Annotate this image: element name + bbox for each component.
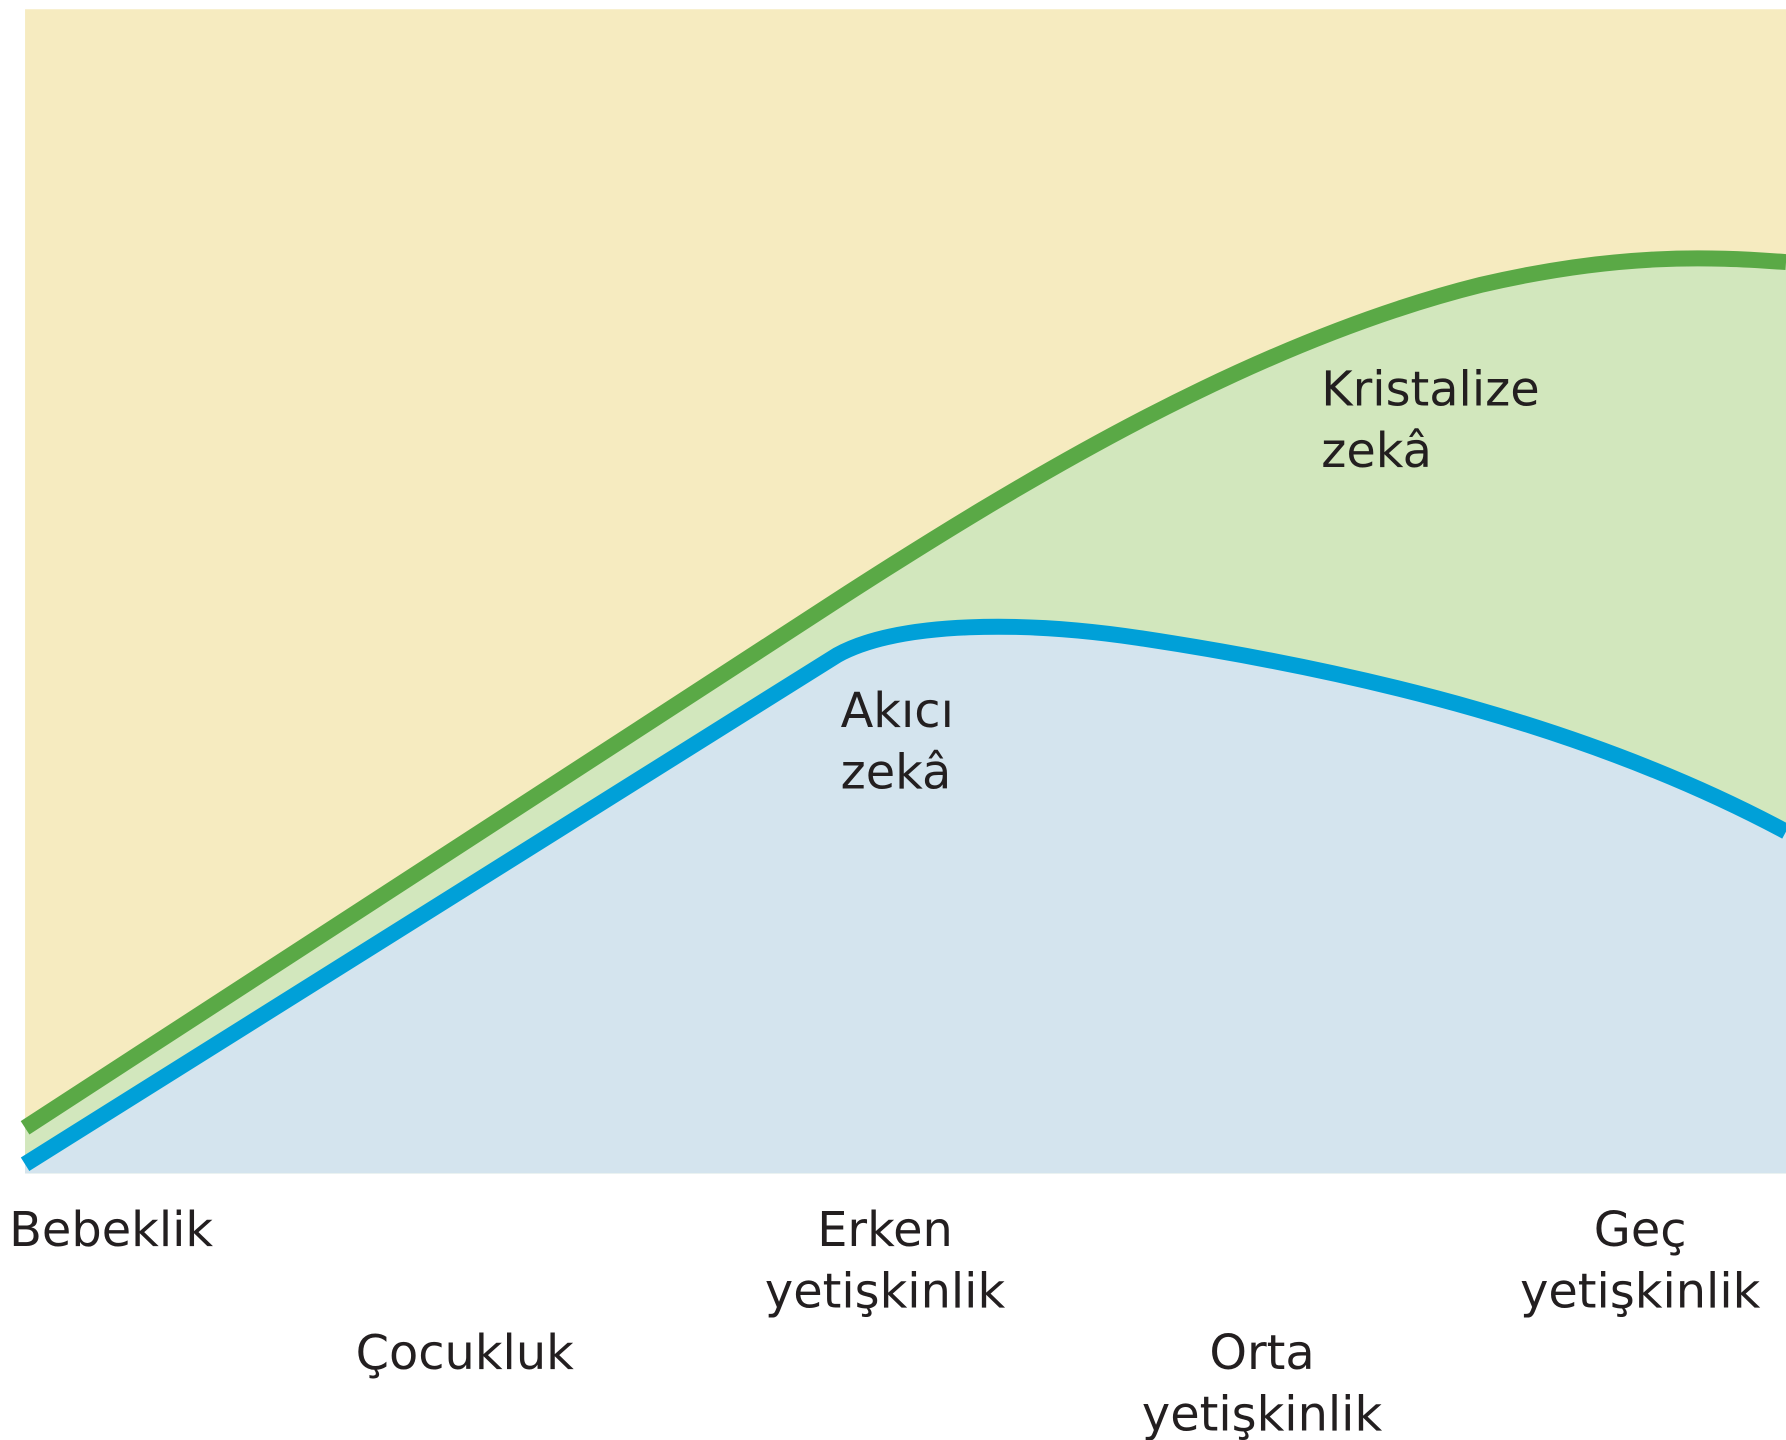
- stage-label: Geç: [1594, 1203, 1687, 1258]
- stage-label: yetişkinlik: [1142, 1388, 1383, 1440]
- curve-label: zekâ: [841, 745, 952, 800]
- stage-label: Çocukluk: [356, 1326, 575, 1381]
- stage-label: yetişkinlik: [1520, 1265, 1761, 1320]
- stage-label: Bebeklik: [9, 1203, 213, 1258]
- crystallized-curve: [20, 250, 1786, 1135]
- stage-label: Orta: [1209, 1326, 1314, 1381]
- curve-label: zekâ: [1321, 424, 1432, 479]
- fluid-area: [25, 626, 1786, 1174]
- stage-label: yetişkinlik: [765, 1265, 1006, 1320]
- stage-label: Erken: [817, 1203, 953, 1258]
- curve-label: Akıcı: [841, 684, 954, 739]
- fluid-curve: [20, 618, 1786, 1171]
- curve-label: Kristalize: [1321, 363, 1539, 418]
